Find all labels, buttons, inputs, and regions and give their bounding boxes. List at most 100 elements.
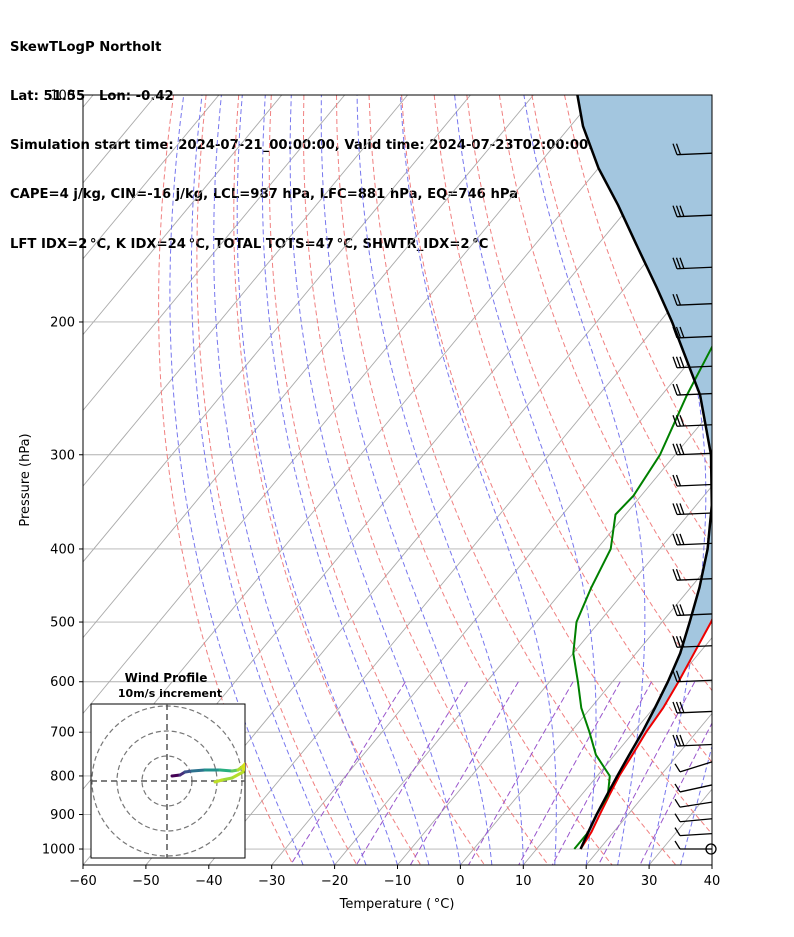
mixing-ratio-line <box>468 681 574 865</box>
isotherm-line <box>83 95 471 563</box>
y-tick-label: 200 <box>50 315 75 330</box>
wind-barb-shaft <box>676 679 713 683</box>
isotherm-line <box>775 95 794 865</box>
wind-barb-flag <box>672 734 678 747</box>
x-tick-label: −10 <box>384 874 411 889</box>
y-tick-label: 400 <box>50 542 75 557</box>
hodograph-segment <box>190 768 207 773</box>
inset-subtitle: 10m/s increment <box>118 687 222 700</box>
wind-barb-flag <box>672 205 678 217</box>
wind-barb-flag <box>675 143 682 155</box>
wind-barb-shaft <box>679 818 713 823</box>
wind-barb-flag <box>672 326 678 339</box>
y-tick-label: 1000 <box>42 843 75 858</box>
moist-adiabat-line <box>454 95 597 865</box>
wind-barb-shaft <box>676 152 713 156</box>
chart-title: SkewTLogP Northolt <box>10 39 162 55</box>
moist-adiabat-line <box>289 95 461 865</box>
dry-adiabat-line <box>196 95 358 865</box>
cape-shading <box>577 95 712 849</box>
y-tick-label: 800 <box>50 769 75 784</box>
dry-adiabat-line <box>302 95 549 865</box>
y-axis-label: Pressure (hPa) <box>18 433 33 526</box>
wind-barb-shaft <box>676 710 713 714</box>
isotherm-line <box>522 636 712 865</box>
calm-wind-circle <box>705 843 717 855</box>
wind-barb-flag <box>679 326 685 339</box>
wind-barb-shaft <box>676 365 713 369</box>
wind-barb-flag <box>672 415 678 427</box>
isotherm-line <box>83 95 346 412</box>
hodograph-segment <box>230 770 245 780</box>
wind-barb-flag <box>674 783 681 793</box>
x-tick-label: −60 <box>69 874 96 889</box>
wind-barb-shaft <box>676 613 713 617</box>
hodograph-segment <box>213 778 224 784</box>
moist-adiabat-line <box>320 95 493 865</box>
y-tick-label: 300 <box>50 448 75 463</box>
mixing-ratio-line <box>355 681 468 865</box>
dry-adiabat-line <box>368 95 677 865</box>
wind-barb-flag <box>674 840 681 850</box>
wind-barb-flag <box>679 503 685 515</box>
dry-adiabat-line <box>158 95 294 865</box>
parcel-path-line <box>576 95 712 850</box>
wind-barb-flag <box>679 734 685 747</box>
wind-barb-shaft <box>676 214 713 218</box>
wind-barb-flag <box>672 143 678 155</box>
isotherm-line <box>711 864 712 865</box>
wind-barb-flag <box>674 813 681 823</box>
wind-barbs <box>672 143 717 855</box>
wind-barb-shaft <box>676 483 713 487</box>
mixing-ratio-line <box>597 681 696 865</box>
wind-barb-flag <box>672 257 678 269</box>
wind-barb-flag <box>672 293 678 306</box>
moist-adiabat-line <box>169 95 304 865</box>
wind-barb-flag <box>679 533 685 546</box>
mixing-ratio-line <box>551 681 653 865</box>
hodograph-segment <box>220 776 234 782</box>
isotherm-line <box>208 258 712 865</box>
wind-barb-shaft <box>676 424 713 427</box>
wind-barb-shaft <box>676 542 713 546</box>
moist-adiabat-line <box>356 95 524 865</box>
wind-barb-shaft <box>676 266 713 270</box>
y-tick-label: 100 <box>50 89 75 104</box>
wind-barb-shaft <box>676 335 713 339</box>
wind-barb-flag <box>675 443 682 455</box>
isotherm-line <box>83 95 408 487</box>
hodograph-segment <box>218 768 234 773</box>
moist-adiabat-line <box>400 95 557 865</box>
wind-barb-shaft <box>676 578 713 581</box>
cape-area <box>577 95 712 849</box>
y-tick-label: 600 <box>50 675 75 690</box>
mixing-ratio-line <box>639 722 712 865</box>
isotherm-line <box>83 95 597 715</box>
wind-barb-shaft <box>676 452 713 456</box>
dry-adiabat-line <box>760 95 794 865</box>
wind-barb-flag <box>679 356 685 368</box>
wind-barb-flag <box>672 636 678 648</box>
temperature-line <box>579 617 712 850</box>
wind-barb-shaft <box>676 303 713 306</box>
wind-barb-flag <box>675 383 682 396</box>
dry-adiabat-line <box>466 95 712 692</box>
wind-barb-flag <box>672 383 678 396</box>
wind-barb-flag <box>679 257 685 269</box>
x-tick-label: 0 <box>456 874 464 889</box>
y-tick-label: 500 <box>50 616 75 631</box>
moist-adiabat-line <box>614 95 707 865</box>
x-tick-label: 40 <box>704 874 721 889</box>
wind-barb-flag <box>675 701 682 714</box>
wind-barb-flag <box>672 356 678 368</box>
wind-barb-shaft <box>679 833 713 837</box>
x-tick-label: −20 <box>321 874 348 889</box>
y-tick-label: 900 <box>50 808 75 823</box>
wind-barb-flag <box>679 205 685 217</box>
wind-barb-flag <box>675 415 682 427</box>
isotherm-line <box>83 95 283 336</box>
wind-barb-flag <box>675 604 682 616</box>
wind-barb-flag <box>672 701 678 714</box>
x-tick-label: 20 <box>578 874 595 889</box>
wind-barb-flag <box>672 503 678 515</box>
